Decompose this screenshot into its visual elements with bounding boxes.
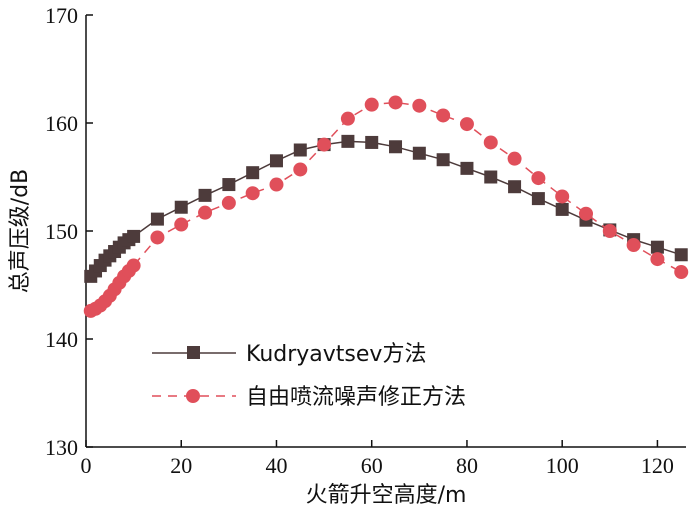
data-point-circle	[483, 135, 498, 150]
data-point-square	[150, 212, 164, 226]
data-point-circle	[412, 98, 427, 113]
data-point-square	[650, 240, 664, 254]
x-tick-label: 0	[81, 453, 92, 478]
legend-label-kudryavtsev: Kudryavtsev方法	[246, 342, 426, 367]
data-point-circle	[245, 186, 260, 201]
data-point-circle	[293, 162, 308, 177]
data-point-circle	[269, 177, 284, 192]
x-ticks: 0 20 40 60 80 100 120	[81, 440, 674, 478]
data-point-circle	[459, 117, 474, 132]
data-point-circle	[650, 252, 665, 267]
data-point-circle	[579, 206, 593, 221]
data-point-square	[341, 134, 355, 148]
x-tick-label: 60	[361, 453, 383, 478]
data-point-circle	[174, 217, 189, 232]
series-2	[83, 95, 689, 318]
data-point-circle	[436, 108, 451, 123]
data-point-square	[127, 229, 141, 243]
data-point-square	[508, 180, 522, 194]
data-point-circle	[507, 151, 522, 166]
legend-item-free-jet: 自由喷流噪声修正方法	[152, 385, 466, 410]
data-point-circle	[221, 195, 236, 210]
data-point-square	[246, 166, 260, 180]
data-point-circle	[626, 238, 641, 253]
y-tick-label: 140	[45, 327, 78, 352]
x-axis-title: 火箭升空高度/m	[306, 483, 467, 508]
y-ticks: 130 140 150 160 170	[45, 3, 93, 460]
y-tick-label: 130	[45, 435, 78, 460]
data-point-circle	[126, 258, 141, 273]
y-tick-label: 170	[45, 3, 78, 28]
data-point-circle	[674, 265, 689, 280]
series-1	[84, 134, 688, 283]
data-point-square	[293, 143, 307, 157]
series-layer	[83, 95, 689, 318]
data-point-square	[174, 200, 188, 214]
x-tick-label: 20	[170, 453, 192, 478]
data-point-square	[484, 170, 498, 184]
x-tick-label: 120	[641, 453, 674, 478]
data-point-square	[198, 188, 212, 202]
data-point-circle	[150, 230, 165, 245]
legend-item-kudryavtsev: Kudryavtsev方法	[152, 342, 426, 367]
data-point-square	[555, 202, 569, 216]
data-point-circle	[340, 111, 355, 126]
data-point-circle	[388, 95, 403, 110]
data-point-circle	[364, 97, 379, 112]
data-point-square	[460, 161, 474, 175]
y-tick-label: 160	[45, 111, 78, 136]
data-point-square	[412, 146, 426, 160]
y-axis-title: 总声压级/dB	[8, 169, 33, 293]
data-point-square	[436, 153, 450, 167]
y-tick-label: 150	[45, 219, 78, 244]
data-point-square	[269, 154, 283, 168]
legend-label-free-jet: 自由喷流噪声修正方法	[246, 385, 466, 410]
plot-area	[85, 15, 686, 448]
x-tick-label: 100	[546, 453, 579, 478]
x-tick-label: 40	[265, 453, 287, 478]
data-point-square	[674, 248, 688, 262]
data-point-circle	[198, 205, 213, 220]
data-point-circle	[317, 137, 332, 152]
data-point-circle	[531, 171, 546, 186]
legend-marker-circle	[186, 389, 200, 403]
data-point-circle	[602, 224, 617, 238]
data-point-square	[531, 192, 545, 206]
data-point-square	[365, 135, 379, 149]
data-point-square	[222, 178, 236, 192]
x-tick-label: 80	[456, 453, 478, 478]
data-point-circle	[555, 189, 570, 204]
data-point-square	[389, 140, 403, 154]
legend: Kudryavtsev方法 自由喷流噪声修正方法	[152, 342, 466, 410]
legend-marker-square	[187, 346, 200, 359]
